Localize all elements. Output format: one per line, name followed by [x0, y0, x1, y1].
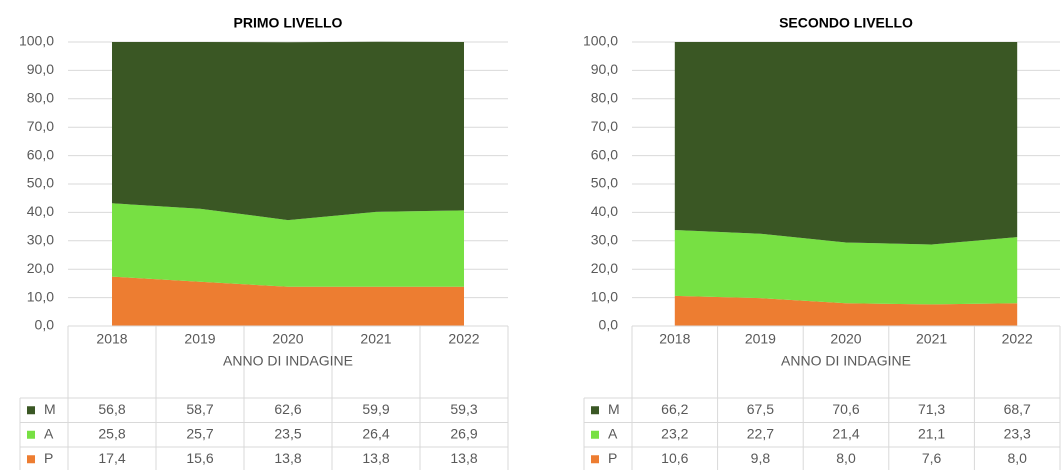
legend-swatch — [591, 430, 599, 439]
y-tick-label: 20,0 — [27, 260, 54, 276]
x-tick-label: 2022 — [448, 331, 479, 347]
area — [112, 41, 464, 221]
table-value: 68,7 — [1004, 401, 1031, 417]
y-tick-label: 0,0 — [599, 317, 619, 333]
x-axis-label: ANNO DI INDAGINE — [781, 353, 911, 369]
y-tick-label: 100,0 — [19, 33, 54, 49]
y-tick-label: 10,0 — [27, 288, 54, 304]
legend-swatch — [27, 430, 35, 439]
table-value: 21,4 — [832, 425, 859, 441]
x-tick-label: 2018 — [96, 331, 127, 347]
legend-label: P — [44, 450, 53, 466]
table-value: 59,9 — [362, 401, 389, 417]
table-value: 26,4 — [362, 425, 389, 441]
table-value: 71,3 — [918, 401, 945, 417]
table-value: 58,7 — [186, 401, 213, 417]
y-tick-label: 60,0 — [591, 146, 618, 162]
table-value: 7,6 — [922, 450, 942, 466]
table-value: 66,2 — [661, 401, 688, 417]
y-tick-label: 50,0 — [591, 175, 618, 191]
legend-label: A — [608, 425, 618, 441]
y-tick-label: 80,0 — [591, 90, 618, 106]
area — [112, 203, 464, 287]
table-value: 67,5 — [747, 401, 774, 417]
y-tick-label: 90,0 — [27, 61, 54, 77]
table-value: 10,6 — [661, 450, 688, 466]
x-tick-label: 2018 — [659, 331, 690, 347]
legend-swatch — [591, 455, 599, 464]
chart-title: SECONDO LIVELLO — [779, 15, 913, 31]
legend-swatch — [27, 455, 35, 464]
x-tick-label: 2019 — [745, 331, 776, 347]
y-tick-label: 40,0 — [27, 203, 54, 219]
table-value: 23,5 — [274, 425, 301, 441]
legend-label: M — [608, 401, 620, 417]
area — [674, 230, 1018, 305]
x-tick-label: 2020 — [272, 331, 303, 347]
y-tick-label: 10,0 — [591, 288, 618, 304]
table-value: 8,0 — [836, 450, 856, 466]
legend-label: M — [44, 401, 56, 417]
table-value: 23,3 — [1004, 425, 1031, 441]
y-tick-label: 30,0 — [591, 232, 618, 248]
y-tick-label: 80,0 — [27, 90, 54, 106]
table-value: 15,6 — [186, 450, 213, 466]
legend-label: A — [44, 425, 54, 441]
table-value: 23,2 — [661, 425, 688, 441]
y-tick-label: 40,0 — [591, 203, 618, 219]
y-tick-label: 100,0 — [583, 33, 618, 49]
legend-swatch — [591, 406, 599, 415]
table-value: 21,1 — [918, 425, 945, 441]
table-value: 70,6 — [832, 401, 859, 417]
table-value: 8,0 — [1007, 450, 1027, 466]
area — [674, 295, 1018, 326]
x-tick-label: 2020 — [830, 331, 861, 347]
table-value: 62,6 — [274, 401, 301, 417]
y-tick-label: 30,0 — [27, 232, 54, 248]
table-value: 9,8 — [751, 450, 771, 466]
x-tick-label: 2021 — [916, 331, 947, 347]
area — [674, 42, 1018, 245]
table-value: 22,7 — [747, 425, 774, 441]
y-tick-label: 90,0 — [591, 61, 618, 77]
x-tick-label: 2022 — [1002, 331, 1033, 347]
y-tick-label: 60,0 — [27, 146, 54, 162]
y-tick-label: 70,0 — [591, 118, 618, 134]
area — [112, 276, 464, 326]
x-tick-label: 2021 — [360, 331, 391, 347]
y-tick-label: 0,0 — [35, 317, 55, 333]
table-value: 13,8 — [274, 450, 301, 466]
y-tick-label: 20,0 — [591, 260, 618, 276]
y-tick-label: 50,0 — [27, 175, 54, 191]
table-value: 25,7 — [186, 425, 213, 441]
table-value: 13,8 — [362, 450, 389, 466]
legend-label: P — [608, 450, 617, 466]
table-value: 13,8 — [450, 450, 477, 466]
table-value: 25,8 — [98, 425, 125, 441]
legend-swatch — [27, 406, 35, 415]
table-value: 26,9 — [450, 425, 477, 441]
x-axis-label: ANNO DI INDAGINE — [223, 353, 353, 369]
table-value: 17,4 — [98, 450, 125, 466]
table-value: 59,3 — [450, 401, 477, 417]
x-tick-label: 2019 — [184, 331, 215, 347]
chart-title: PRIMO LIVELLO — [234, 15, 343, 31]
y-tick-label: 70,0 — [27, 118, 54, 134]
table-value: 56,8 — [98, 401, 125, 417]
